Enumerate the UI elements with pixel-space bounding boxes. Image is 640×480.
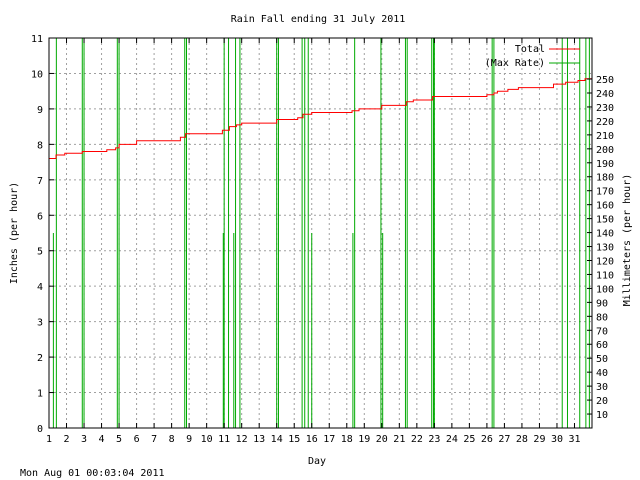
y-tick-label: 8 [37, 140, 43, 151]
y2-tick-label: 90 [596, 298, 608, 309]
x-tick-label: 17 [323, 434, 335, 445]
y2-tick-label: 140 [596, 229, 614, 240]
y-tick-label: 10 [31, 69, 43, 80]
x-tick-label: 1 [46, 434, 52, 445]
x-tick-label: 18 [341, 434, 353, 445]
x-tick-label: 23 [428, 434, 440, 445]
x-tick-label: 15 [288, 434, 300, 445]
legend-label-total: Total [515, 44, 545, 55]
x-tick-label: 3 [81, 434, 87, 445]
y2-tick-label: 240 [596, 89, 614, 100]
legend: Total (Max Rate) [485, 44, 580, 69]
y2-tick-label: 50 [596, 354, 608, 365]
x-tick-label: 31 [568, 434, 580, 445]
y2-tick-label: 10 [596, 410, 608, 421]
x-tick-label: 20 [376, 434, 388, 445]
x-tick-label: 12 [236, 434, 248, 445]
x-tick-label: 29 [533, 434, 545, 445]
x-tick-label: 30 [551, 434, 563, 445]
y2-tick-label: 170 [596, 187, 614, 198]
x-tick-label: 21 [393, 434, 405, 445]
x-tick-label: 26 [481, 434, 493, 445]
y2-tick-label: 20 [596, 396, 608, 407]
y2-axis-label: Millimeters (per hour) [622, 174, 633, 306]
y-tick-label: 0 [37, 424, 43, 435]
x-tick-label: 19 [358, 434, 370, 445]
y-tick-label: 4 [37, 282, 43, 293]
y-axis-label: Inches (per hour) [9, 182, 20, 284]
y-tick-label: 7 [37, 176, 43, 187]
y2-tick-label: 220 [596, 117, 614, 128]
y2-tick-label: 110 [596, 270, 614, 281]
y2-tick-label: 210 [596, 131, 614, 142]
x-tick-label: 7 [151, 434, 157, 445]
y2-tick-label: 40 [596, 368, 608, 379]
series-max-rate [52, 38, 590, 428]
x-tick-label: 6 [134, 434, 140, 445]
x-tick-label: 27 [498, 434, 510, 445]
y-tick-label: 1 [37, 389, 43, 400]
y-tick-label: 9 [37, 105, 43, 116]
y2-tick-label: 180 [596, 173, 614, 184]
y-tick-label: 6 [37, 211, 43, 222]
y2-tick-label: 150 [596, 215, 614, 226]
x-tick-label: 14 [271, 434, 283, 445]
y2-tick-label: 60 [596, 340, 608, 351]
y2-tick-label: 160 [596, 201, 614, 212]
x-tick-label: 25 [463, 434, 475, 445]
y2-tick-label: 130 [596, 243, 614, 254]
y2-tick-label: 100 [596, 284, 614, 295]
x-tick-label: 10 [201, 434, 213, 445]
y2-tick-label: 70 [596, 326, 608, 337]
x-tick-label: 22 [411, 434, 423, 445]
x-tick-label: 28 [516, 434, 528, 445]
x-tick-label: 24 [446, 434, 458, 445]
series-total [49, 78, 592, 159]
y2-tick-label: 190 [596, 159, 614, 170]
y-tick-label: 5 [37, 247, 43, 258]
y2-tick-label: 250 [596, 75, 614, 86]
x-axis-label: Day [308, 456, 326, 467]
y-tick-label: 3 [37, 318, 43, 329]
x-tick-label: 8 [169, 434, 175, 445]
axis-tick-labels: 1 2 3 4 5 6 7 8 9 10 11 12 13 14 15 16 17 18 19 20 21 22 23 24 2… [31, 34, 614, 445]
chart-title: Rain Fall ending 31 July 2011 [231, 14, 406, 25]
x-tick-label: 2 [64, 434, 70, 445]
x-tick-label: 13 [253, 434, 265, 445]
y2-tick-label: 230 [596, 103, 614, 114]
timestamp: Mon Aug 01 00:03:04 2011 [20, 468, 165, 479]
y2-tick-label: 120 [596, 256, 614, 267]
y2-tick-label: 80 [596, 312, 608, 323]
x-tick-label: 4 [99, 434, 105, 445]
total-line [49, 78, 592, 159]
x-tick-label: 11 [218, 434, 230, 445]
y2-tick-label: 200 [596, 145, 614, 156]
x-tick-label: 9 [186, 434, 192, 445]
y2-tick-label: 30 [596, 382, 608, 393]
legend-label-max-rate: (Max Rate) [485, 58, 545, 69]
x-tick-label: 16 [306, 434, 318, 445]
x-tick-label: 5 [116, 434, 122, 445]
axis-ticks [48, 37, 592, 429]
y-tick-label: 11 [31, 34, 43, 45]
y-tick-label: 2 [37, 353, 43, 364]
